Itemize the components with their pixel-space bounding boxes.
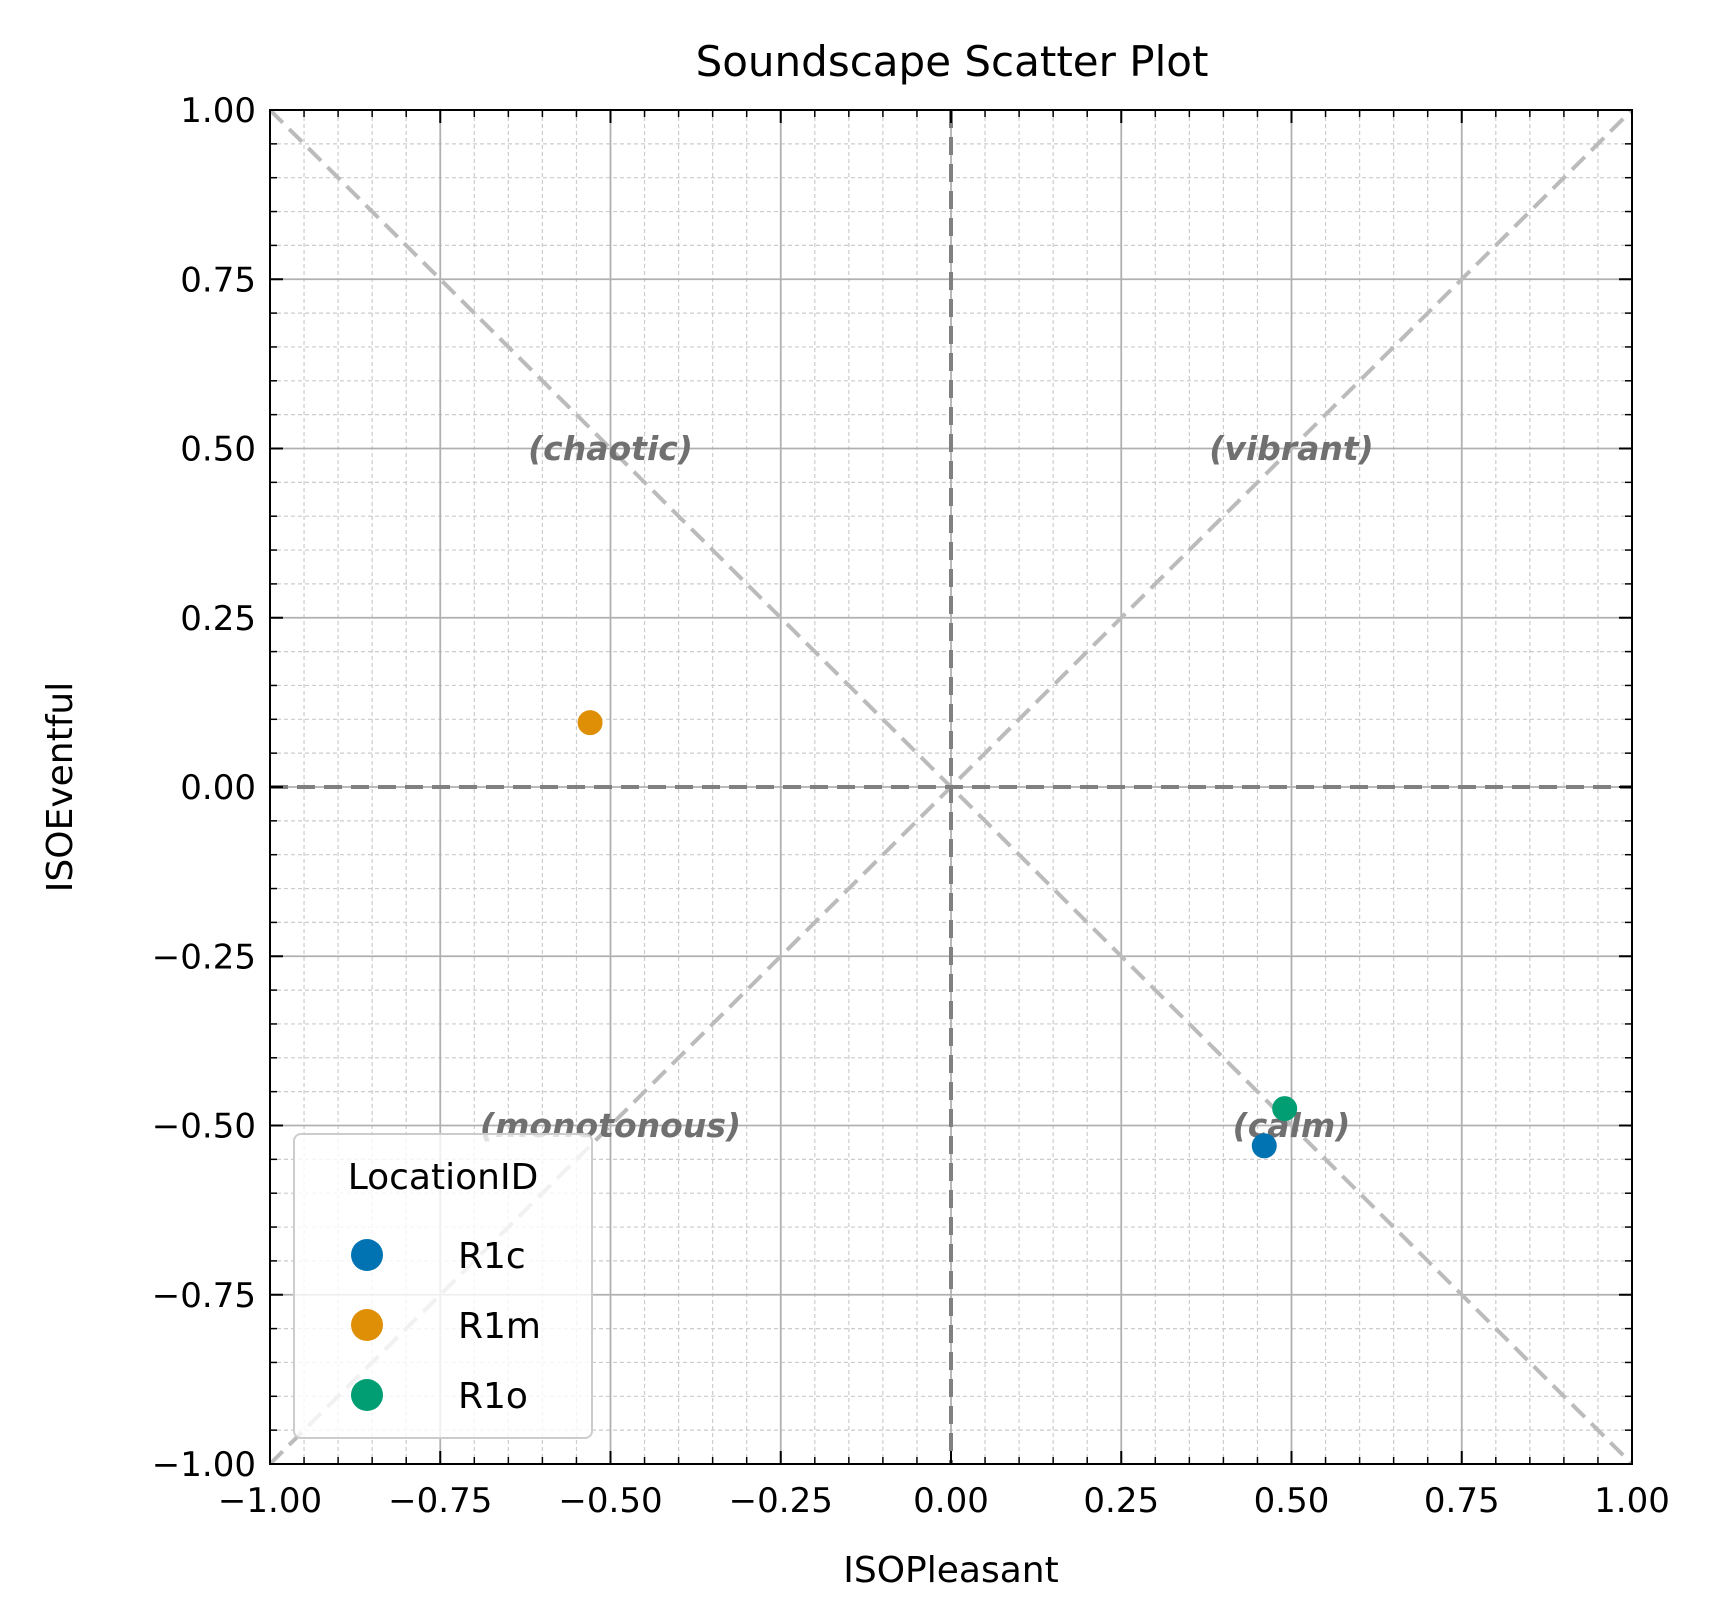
- legend-label-r1c: R1c: [458, 1236, 526, 1277]
- y-axis-label: ISOEventful: [40, 682, 81, 892]
- legend-marker-r1o: [351, 1379, 383, 1411]
- y-tick-label: 0.75: [180, 260, 256, 300]
- x-tick-label: −0.25: [729, 1481, 833, 1521]
- y-tick-label: −0.75: [152, 1276, 256, 1316]
- legend-label-r1m: R1m: [458, 1306, 541, 1347]
- legend-label-r1o: R1o: [458, 1376, 528, 1417]
- y-tick-label: 1.00: [180, 91, 256, 131]
- data-point-r1c: [1251, 1133, 1277, 1159]
- x-tick-label: 0.00: [913, 1481, 989, 1521]
- y-tick-label: 0.50: [180, 430, 256, 470]
- x-axis-label: ISOPleasant: [843, 1550, 1058, 1591]
- legend-title: LocationID: [348, 1157, 539, 1198]
- y-tick-label: −0.25: [152, 937, 256, 977]
- y-tick-label: 0.25: [180, 599, 256, 639]
- reference-lines: [268, 108, 1634, 1466]
- y-tick-label: −1.00: [152, 1445, 256, 1485]
- legend-items: R1c R1m R1o: [351, 1236, 541, 1417]
- x-tick-label: 1.00: [1594, 1481, 1670, 1521]
- data-points: [577, 710, 1298, 1159]
- x-tick-label: 0.50: [1254, 1481, 1330, 1521]
- legend-marker-r1c: [351, 1239, 383, 1271]
- x-tick-labels: −1.00 −0.75 −0.50 −0.25 0.00 0.25 0.50 0.75 1.00: [218, 1481, 1670, 1521]
- y-tick-label: −0.50: [152, 1107, 256, 1147]
- legend-marker-r1m: [351, 1309, 383, 1341]
- data-point-r1o: [1272, 1096, 1298, 1122]
- x-tick-label: −1.00: [218, 1481, 322, 1521]
- chart-title: Soundscape Scatter Plot: [696, 37, 1209, 86]
- axis-ticks: [269, 109, 1633, 1465]
- y-tick-label: 0.00: [180, 768, 256, 808]
- x-tick-label: 0.25: [1083, 1481, 1159, 1521]
- quadrant-label: (vibrant): [1209, 429, 1373, 468]
- quadrant-label: (chaotic): [528, 429, 693, 468]
- data-point-r1m: [577, 710, 603, 736]
- legend-box: [293, 1133, 593, 1439]
- x-tick-label: −0.50: [558, 1481, 662, 1521]
- x-tick-label: 0.75: [1424, 1481, 1500, 1521]
- x-tick-label: −0.75: [388, 1481, 492, 1521]
- y-tick-labels: −1.00 −0.75 −0.50 −0.25 0.00 0.25 0.50 0.75 1.00: [152, 91, 256, 1485]
- legend: LocationID R1c R1m R1o: [293, 1133, 593, 1439]
